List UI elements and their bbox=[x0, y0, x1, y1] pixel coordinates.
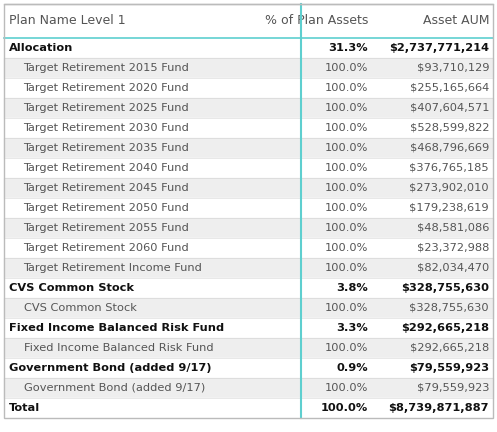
Text: Asset AUM: Asset AUM bbox=[422, 15, 489, 28]
Text: 100.0%: 100.0% bbox=[325, 63, 368, 73]
Text: $376,765,185: $376,765,185 bbox=[410, 163, 489, 173]
Text: $255,165,664: $255,165,664 bbox=[410, 83, 489, 93]
Text: Target Retirement 2045 Fund: Target Retirement 2045 Fund bbox=[23, 183, 189, 193]
Text: 31.3%: 31.3% bbox=[329, 43, 368, 53]
Text: Allocation: Allocation bbox=[9, 43, 73, 53]
Text: CVS Common Stock: CVS Common Stock bbox=[9, 283, 134, 293]
Text: $273,902,010: $273,902,010 bbox=[410, 183, 489, 193]
Text: 100.0%: 100.0% bbox=[325, 243, 368, 253]
Text: $82,034,470: $82,034,470 bbox=[417, 263, 489, 273]
Text: $48,581,086: $48,581,086 bbox=[416, 223, 489, 233]
Text: $468,796,669: $468,796,669 bbox=[410, 143, 489, 153]
Text: 100.0%: 100.0% bbox=[325, 103, 368, 113]
Text: Target Retirement 2050 Fund: Target Retirement 2050 Fund bbox=[23, 203, 189, 213]
Text: $292,665,218: $292,665,218 bbox=[401, 323, 489, 333]
Text: Target Retirement 2020 Fund: Target Retirement 2020 Fund bbox=[23, 83, 189, 93]
Text: $8,739,871,887: $8,739,871,887 bbox=[389, 403, 489, 413]
Text: Fixed Income Balanced Risk Fund: Fixed Income Balanced Risk Fund bbox=[23, 343, 213, 353]
Text: Target Retirement 2015 Fund: Target Retirement 2015 Fund bbox=[23, 63, 189, 73]
Text: $23,372,988: $23,372,988 bbox=[416, 243, 489, 253]
Text: $328,755,630: $328,755,630 bbox=[401, 283, 489, 293]
Text: % of Plan Assets: % of Plan Assets bbox=[265, 15, 368, 28]
Text: Target Retirement Income Fund: Target Retirement Income Fund bbox=[23, 263, 202, 273]
Text: 100.0%: 100.0% bbox=[325, 383, 368, 393]
Text: 100.0%: 100.0% bbox=[325, 203, 368, 213]
Text: Fixed Income Balanced Risk Fund: Fixed Income Balanced Risk Fund bbox=[9, 323, 224, 333]
Text: 100.0%: 100.0% bbox=[325, 263, 368, 273]
Text: 100.0%: 100.0% bbox=[325, 83, 368, 93]
Text: 100.0%: 100.0% bbox=[325, 303, 368, 313]
Text: 100.0%: 100.0% bbox=[325, 163, 368, 173]
Text: $528,599,822: $528,599,822 bbox=[410, 123, 489, 133]
Text: Target Retirement 2040 Fund: Target Retirement 2040 Fund bbox=[23, 163, 189, 173]
Text: 100.0%: 100.0% bbox=[325, 343, 368, 353]
Text: $79,559,923: $79,559,923 bbox=[409, 363, 489, 373]
Text: $93,710,129: $93,710,129 bbox=[416, 63, 489, 73]
Text: Target Retirement 2055 Fund: Target Retirement 2055 Fund bbox=[23, 223, 189, 233]
Text: $292,665,218: $292,665,218 bbox=[410, 343, 489, 353]
Text: Total: Total bbox=[9, 403, 40, 413]
Text: CVS Common Stock: CVS Common Stock bbox=[23, 303, 137, 313]
Text: 100.0%: 100.0% bbox=[325, 123, 368, 133]
Text: Target Retirement 2030 Fund: Target Retirement 2030 Fund bbox=[23, 123, 189, 133]
Text: Government Bond (added 9/17): Government Bond (added 9/17) bbox=[23, 383, 205, 393]
Text: $179,238,619: $179,238,619 bbox=[410, 203, 489, 213]
Text: 3.8%: 3.8% bbox=[336, 283, 368, 293]
Text: 100.0%: 100.0% bbox=[321, 403, 368, 413]
Text: Target Retirement 2035 Fund: Target Retirement 2035 Fund bbox=[23, 143, 189, 153]
Text: $407,604,571: $407,604,571 bbox=[410, 103, 489, 113]
Text: 100.0%: 100.0% bbox=[325, 183, 368, 193]
Text: Government Bond (added 9/17): Government Bond (added 9/17) bbox=[9, 363, 211, 373]
Text: $79,559,923: $79,559,923 bbox=[416, 383, 489, 393]
Text: $328,755,630: $328,755,630 bbox=[410, 303, 489, 313]
Text: Target Retirement 2025 Fund: Target Retirement 2025 Fund bbox=[23, 103, 189, 113]
Text: $2,737,771,214: $2,737,771,214 bbox=[389, 43, 489, 53]
Text: 100.0%: 100.0% bbox=[325, 223, 368, 233]
Text: Plan Name Level 1: Plan Name Level 1 bbox=[9, 15, 126, 28]
Text: Target Retirement 2060 Fund: Target Retirement 2060 Fund bbox=[23, 243, 189, 253]
Text: 0.9%: 0.9% bbox=[336, 363, 368, 373]
Text: 3.3%: 3.3% bbox=[336, 323, 368, 333]
Text: 100.0%: 100.0% bbox=[325, 143, 368, 153]
